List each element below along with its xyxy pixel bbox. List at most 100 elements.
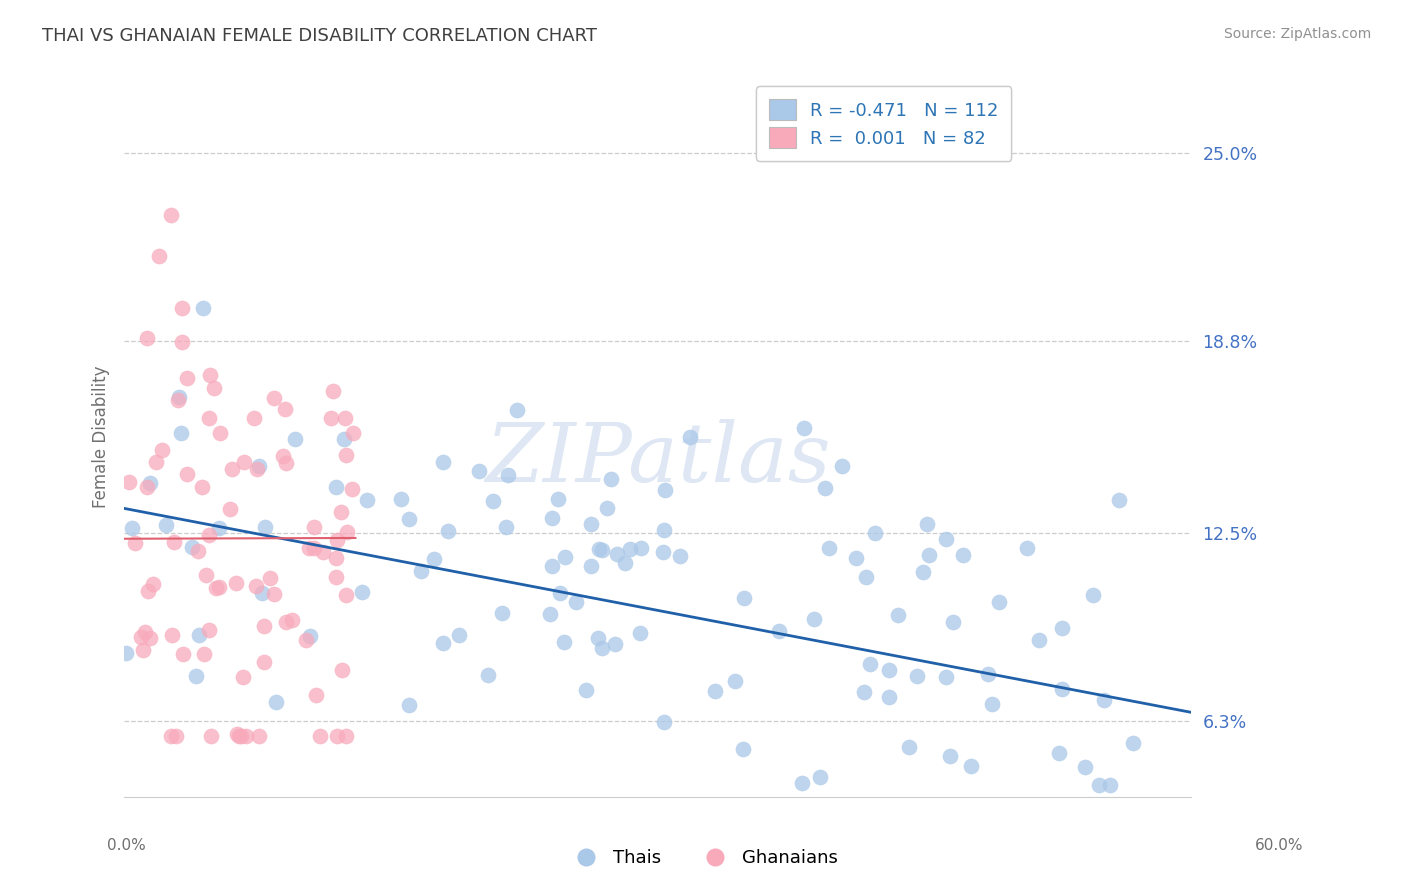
Point — [208, 521, 231, 535]
Point — [326, 729, 349, 743]
Point — [131, 643, 153, 657]
Point — [274, 401, 297, 416]
Point — [170, 301, 193, 315]
Point — [187, 544, 209, 558]
Point — [477, 667, 499, 681]
Point — [263, 587, 285, 601]
Point — [228, 729, 250, 743]
Point — [855, 570, 877, 584]
Point — [198, 527, 221, 541]
Point — [191, 480, 214, 494]
Point — [942, 615, 965, 629]
Point — [731, 742, 754, 756]
Point — [1088, 778, 1111, 792]
Point — [176, 467, 198, 481]
Point — [1092, 692, 1115, 706]
Point — [335, 588, 357, 602]
Point — [150, 442, 173, 457]
Point — [170, 425, 193, 440]
Point — [905, 669, 928, 683]
Point — [877, 664, 900, 678]
Point — [1017, 541, 1039, 556]
Point — [703, 683, 725, 698]
Point — [226, 727, 249, 741]
Point — [208, 426, 231, 441]
Point — [172, 334, 194, 349]
Point — [588, 542, 610, 557]
Point — [194, 567, 217, 582]
Point — [204, 581, 226, 595]
Point — [304, 520, 326, 534]
Point — [136, 584, 159, 599]
Point — [879, 690, 901, 705]
Point — [322, 384, 344, 398]
Point — [191, 301, 214, 316]
Point — [547, 491, 569, 506]
Point — [247, 729, 270, 743]
Point — [245, 579, 267, 593]
Point — [803, 612, 825, 626]
Point — [606, 547, 628, 561]
Point — [121, 521, 143, 535]
Point — [335, 729, 357, 743]
Point — [160, 729, 183, 743]
Point — [600, 472, 623, 486]
Point — [165, 729, 187, 743]
Point — [232, 670, 254, 684]
Point — [233, 454, 256, 468]
Point — [960, 759, 983, 773]
Point — [208, 580, 231, 594]
Point — [350, 585, 373, 599]
Point — [304, 688, 326, 702]
Point — [768, 624, 790, 638]
Point — [887, 608, 910, 623]
Point — [808, 770, 831, 784]
Point — [298, 541, 321, 556]
Point — [134, 625, 156, 640]
Point — [579, 517, 602, 532]
Point — [859, 657, 882, 671]
Point — [865, 526, 887, 541]
Y-axis label: Female Disability: Female Disability — [93, 366, 110, 508]
Point — [276, 615, 298, 629]
Point — [176, 371, 198, 385]
Point — [724, 673, 747, 688]
Point — [225, 576, 247, 591]
Point — [814, 481, 837, 495]
Point — [342, 426, 364, 441]
Point — [411, 564, 433, 578]
Point — [628, 625, 651, 640]
Point — [187, 628, 209, 642]
Point — [294, 632, 316, 647]
Point — [254, 519, 277, 533]
Point — [155, 517, 177, 532]
Point — [221, 462, 243, 476]
Point — [614, 556, 637, 570]
Point — [163, 534, 186, 549]
Point — [988, 595, 1011, 609]
Point — [1098, 778, 1121, 792]
Point — [160, 628, 183, 642]
Point — [167, 392, 190, 407]
Point — [565, 595, 588, 609]
Point — [332, 664, 354, 678]
Point — [356, 492, 378, 507]
Point — [491, 607, 513, 621]
Point — [253, 619, 276, 633]
Point — [432, 455, 454, 469]
Point — [243, 411, 266, 425]
Point — [326, 533, 349, 547]
Point — [423, 552, 446, 566]
Point — [581, 559, 603, 574]
Point — [897, 740, 920, 755]
Point — [935, 532, 957, 546]
Point — [591, 640, 613, 655]
Point — [274, 456, 297, 470]
Point — [679, 430, 702, 444]
Point — [652, 715, 675, 730]
Point — [167, 390, 190, 404]
Point — [299, 629, 322, 643]
Point — [335, 448, 357, 462]
Point — [586, 631, 609, 645]
Text: THAI VS GHANAIAN FEMALE DISABILITY CORRELATION CHART: THAI VS GHANAIAN FEMALE DISABILITY CORRE… — [42, 27, 598, 45]
